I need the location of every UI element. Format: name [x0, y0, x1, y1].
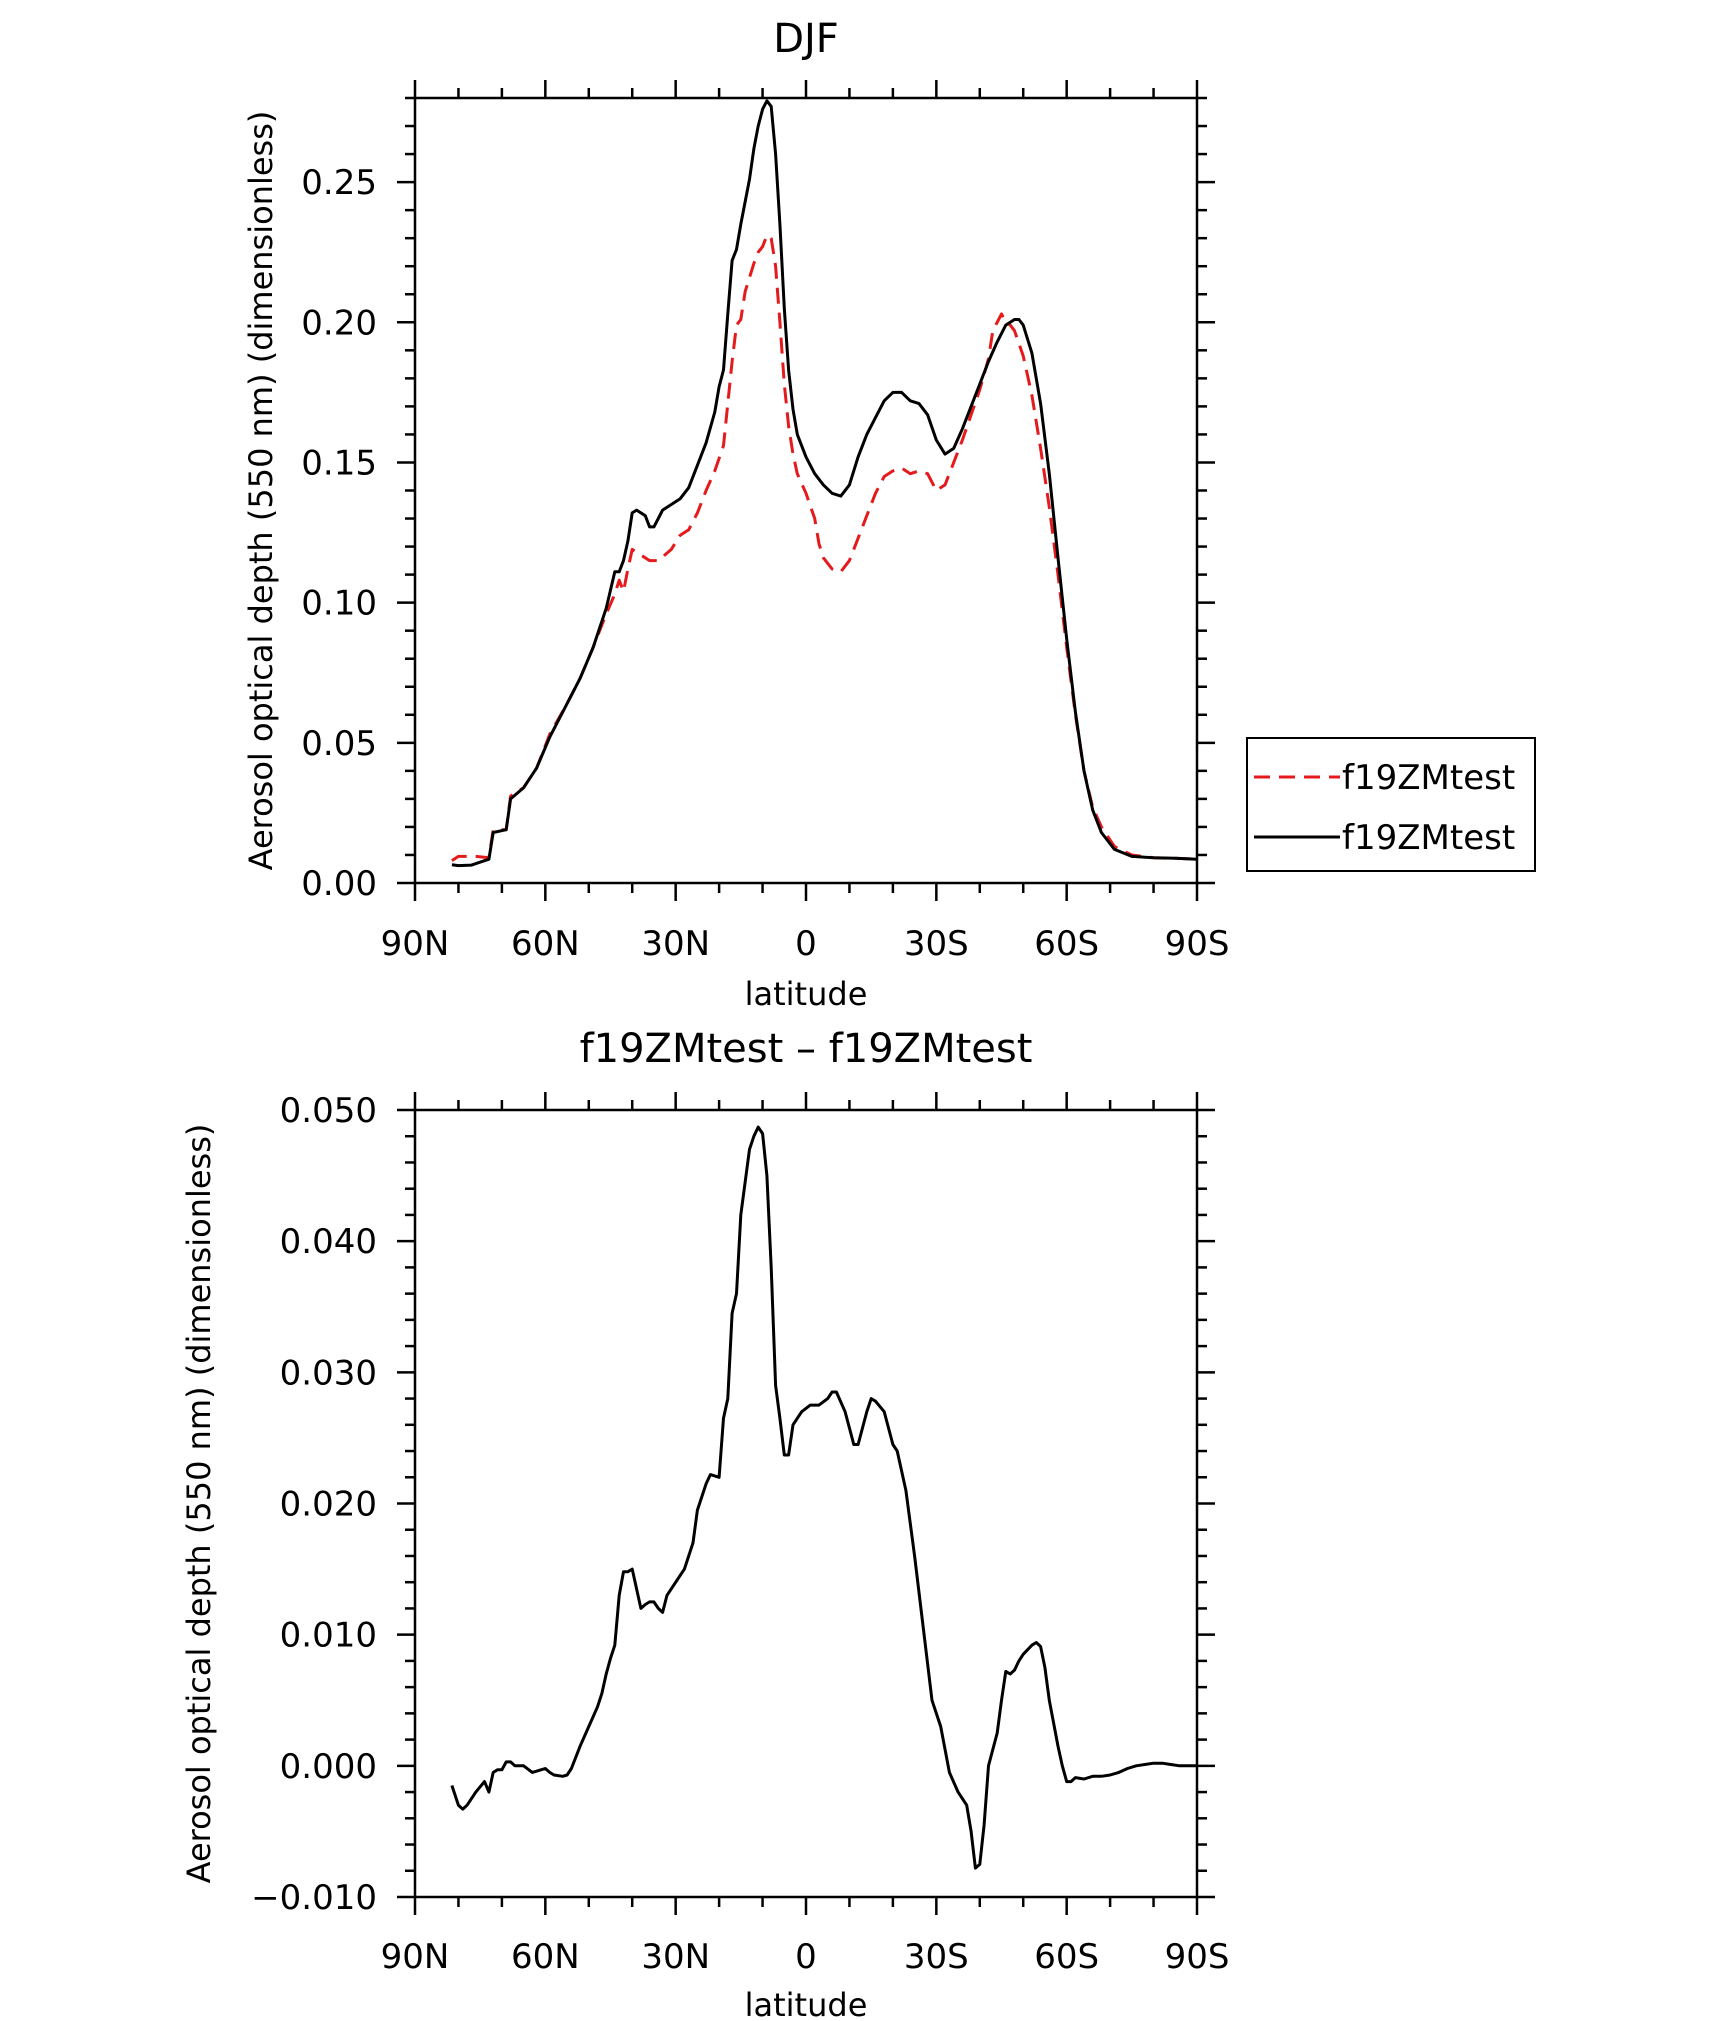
- legend-box: [1246, 737, 1536, 872]
- y-tick-label: 0.10: [301, 584, 377, 624]
- series-line-2: [451, 99, 1198, 868]
- chart-panel-1: DJF 90N 60N 30N 0 30S 60S 90S 0.00 0.05 0.10 0.15 0.…: [242, 16, 1536, 1013]
- y-axis-label: Aerosol optical depth (550 nm) (dimensio…: [242, 111, 280, 871]
- x-tick-label: 60N: [511, 1937, 580, 1977]
- chart-panel-2: f19ZMtest – f19ZMtest 90N 60N 30N 0 30S 60S 90S…: [180, 1026, 1229, 2021]
- legend-label-1: f19ZMtest: [1342, 758, 1515, 798]
- x-tick-label: 60S: [1034, 924, 1099, 964]
- y-tick-label: 0.040: [280, 1222, 377, 1262]
- x-tick-label: 0: [795, 1937, 817, 1977]
- chart-title: DJF: [773, 16, 839, 62]
- y-tick-label: 0.010: [280, 1616, 377, 1656]
- y-tick-label: −0.010: [251, 1878, 377, 1918]
- y-tick-label: 0.25: [301, 163, 377, 203]
- series-line-1: [451, 233, 1198, 862]
- x-tick-label: 60N: [511, 924, 580, 964]
- series-line-1: [450, 1125, 1197, 1870]
- y-tick-label: 0.030: [280, 1353, 377, 1393]
- x-tick-label: 0: [795, 924, 817, 964]
- chart-title: f19ZMtest – f19ZMtest: [580, 1026, 1033, 1072]
- x-tick-label: 30N: [641, 1937, 710, 1977]
- x-axis-label: latitude: [745, 975, 868, 1013]
- x-tick-label: 90S: [1165, 1937, 1230, 1977]
- y-tick-label: 0.050: [280, 1091, 377, 1131]
- x-tick-label: 90S: [1165, 924, 1230, 964]
- x-tick-label: 30S: [904, 1937, 969, 1977]
- y-tick-label: 0.15: [301, 443, 377, 483]
- x-tick-label: 30S: [904, 924, 969, 964]
- x-tick-label: 90N: [381, 924, 450, 964]
- y-axis-label: Aerosol optical depth (550 nm) (dimensio…: [180, 1124, 218, 1884]
- y-tick-label: 0.20: [301, 303, 377, 343]
- x-axis-label: latitude: [745, 1986, 868, 2021]
- legend: f19ZMtest f19ZMtest: [1246, 737, 1536, 872]
- x-tick-label: 60S: [1034, 1937, 1099, 1977]
- x-tick-label: 90N: [381, 1937, 450, 1977]
- x-tick-label: 30N: [641, 924, 710, 964]
- legend-label-2: f19ZMtest: [1342, 818, 1515, 858]
- y-tick-label: 0.05: [301, 724, 377, 764]
- y-tick-label: 0.000: [280, 1747, 377, 1787]
- y-tick-label: 0.020: [280, 1485, 377, 1525]
- y-tick-label: 0.00: [301, 864, 377, 904]
